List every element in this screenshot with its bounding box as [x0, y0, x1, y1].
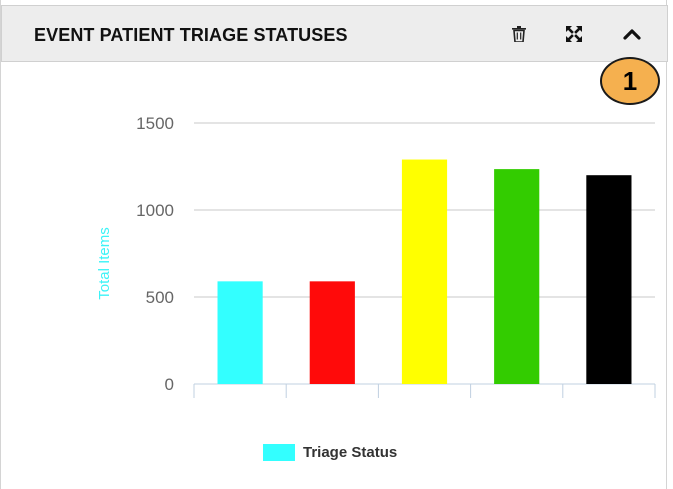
widget-header: EVENT PATIENT TRIAGE STATUSES — [1, 5, 668, 62]
y-tick-label: 1000 — [136, 201, 174, 220]
chart-legend[interactable]: Triage Status — [263, 444, 397, 461]
y-tick-label: 500 — [146, 288, 174, 307]
legend-swatch — [263, 444, 295, 461]
bar-4 — [494, 169, 540, 384]
bar-5 — [586, 175, 632, 384]
y-tick-label: 1500 — [136, 114, 174, 133]
bar-1 — [217, 281, 263, 384]
y-tick-label: 0 — [165, 375, 174, 394]
y-axis-title: Total Items — [96, 227, 113, 300]
widget-title: EVENT PATIENT TRIAGE STATUSES — [34, 25, 348, 45]
chevron-up-icon[interactable] — [620, 22, 644, 46]
expand-icon[interactable] — [562, 22, 586, 46]
legend-label: Triage Status — [303, 444, 398, 461]
bar-3 — [401, 159, 448, 384]
step-callout-badge: 1 — [600, 57, 660, 105]
trash-icon[interactable] — [507, 22, 531, 46]
bar-2 — [309, 281, 355, 384]
triage-bar-chart: 0 500 1000 1500 Total Items — [96, 114, 656, 398]
